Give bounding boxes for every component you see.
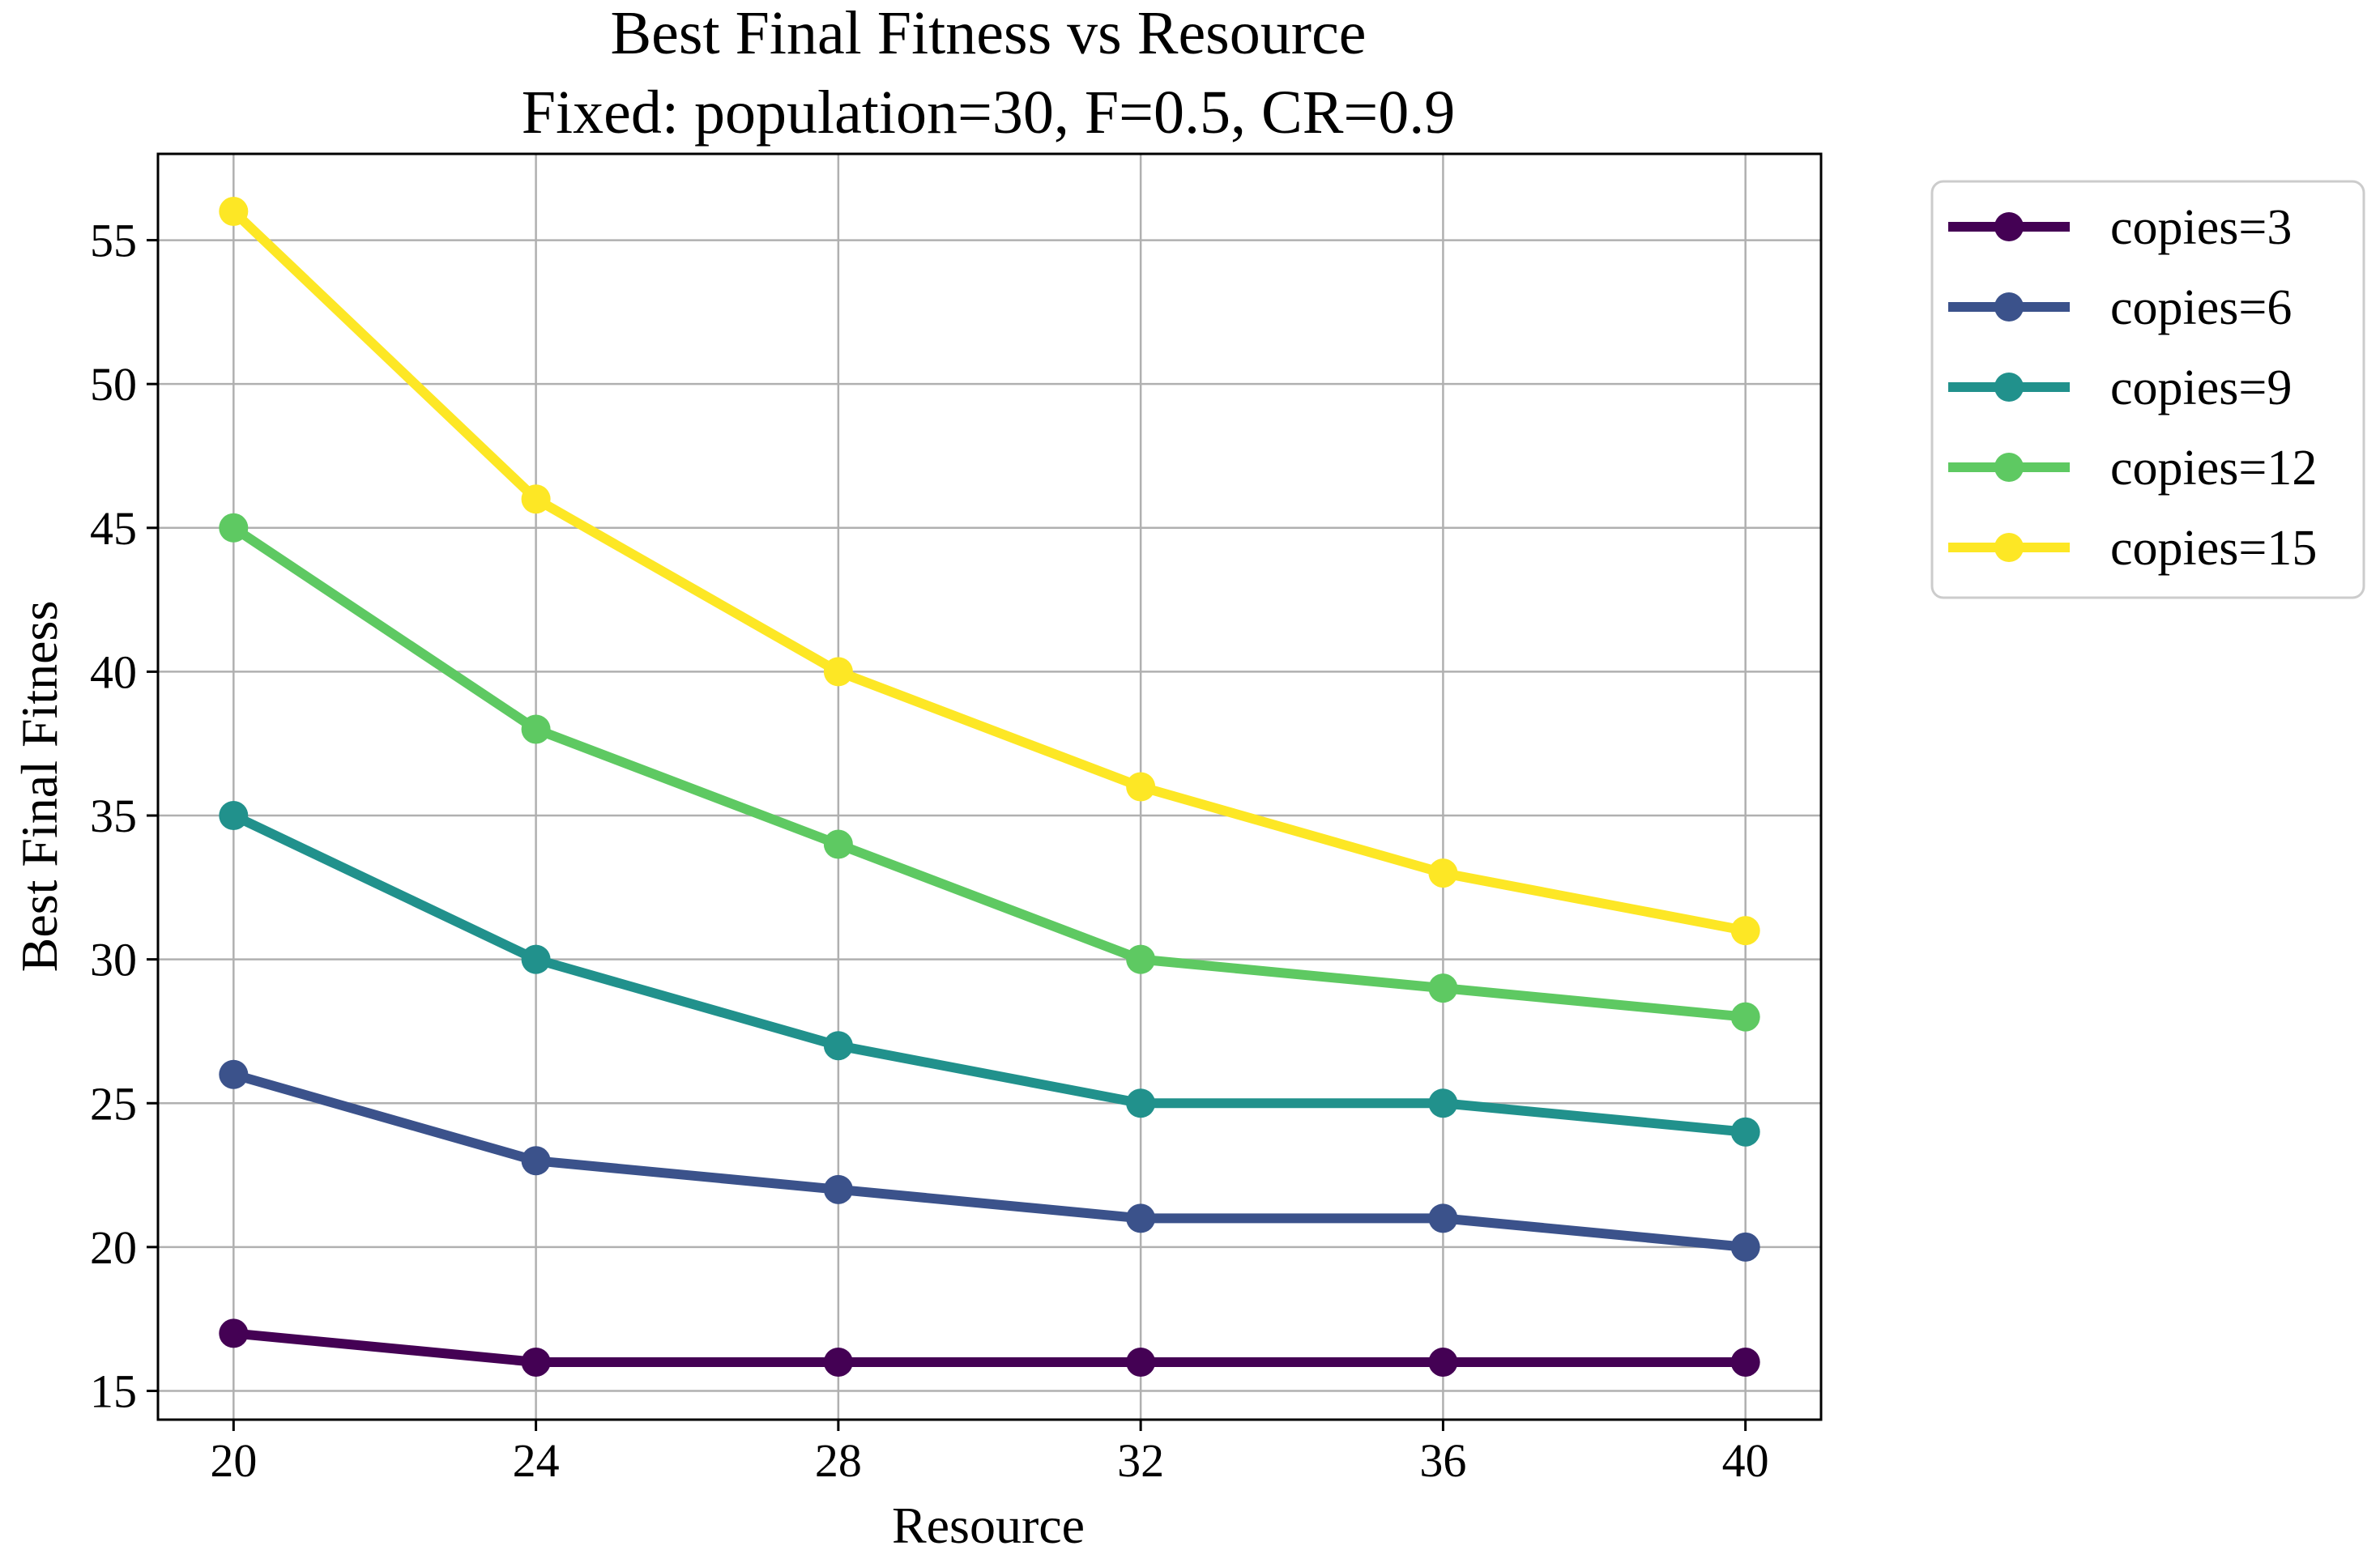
legend-marker-copies-9	[1994, 373, 2024, 402]
legend-marker-copies-3	[1994, 212, 2024, 241]
data-point-copies-15	[1126, 772, 1156, 802]
data-point-copies-12	[219, 513, 249, 543]
data-point-copies-12	[1428, 973, 1458, 1003]
data-point-copies-6	[1428, 1203, 1458, 1233]
series-line-copies-3	[228, 1328, 1751, 1367]
data-point-copies-9	[521, 944, 551, 974]
x-tick-label: 28	[815, 1434, 862, 1487]
data-point-copies-15	[1730, 916, 1760, 946]
data-point-copies-9	[1428, 1088, 1458, 1118]
legend-item-copies-6: copies=6	[1948, 280, 2292, 335]
legend-item-copies-15: copies=15	[1948, 521, 2317, 576]
data-point-copies-15	[521, 484, 551, 514]
data-point-copies-15	[823, 657, 853, 687]
data-point-copies-6	[1730, 1232, 1760, 1262]
legend-label-copies-15: copies=15	[2110, 521, 2317, 576]
data-point-copies-15	[219, 197, 249, 227]
legend-marker-copies-12	[1994, 453, 2024, 482]
data-point-copies-3	[219, 1318, 249, 1348]
data-point-copies-15	[1428, 858, 1458, 888]
x-tick-label: 20	[210, 1434, 257, 1487]
y-axis-label: Best Final Fitness	[11, 601, 68, 973]
series-copies-9	[219, 801, 1760, 1147]
legend-item-copies-12: copies=12	[1948, 441, 2317, 496]
y-tick-label: 20	[90, 1221, 137, 1274]
data-point-copies-12	[1730, 1002, 1760, 1032]
grid-lines	[158, 154, 1821, 1420]
data-point-copies-3	[1730, 1347, 1760, 1377]
x-tick-label: 32	[1117, 1434, 1164, 1487]
x-tick-label: 24	[513, 1434, 560, 1487]
data-point-copies-3	[823, 1347, 853, 1377]
y-tick-label: 35	[90, 790, 137, 842]
data-point-copies-3	[1126, 1347, 1156, 1377]
y-tick-label: 30	[90, 934, 137, 986]
series-line-copies-12	[228, 522, 1751, 1022]
data-point-copies-6	[823, 1174, 853, 1204]
x-axis-label: Resource	[892, 1497, 1085, 1554]
y-tick-label: 55	[90, 215, 137, 267]
data-point-copies-9	[823, 1031, 853, 1061]
data-point-copies-12	[521, 714, 551, 744]
plot-area-frame	[156, 152, 1823, 1421]
axis-ticks: 20 24 28 32 36 40 15 20 25 30 35 40 45 50 55	[90, 215, 1769, 1487]
y-tick-label: 25	[90, 1077, 137, 1130]
data-point-copies-12	[1126, 944, 1156, 974]
y-tick-label: 50	[90, 358, 137, 411]
data-point-copies-9	[219, 801, 249, 831]
y-tick-label: 45	[90, 502, 137, 555]
data-point-copies-12	[823, 829, 853, 859]
data-point-copies-6	[521, 1146, 551, 1176]
series-copies-12	[219, 513, 1760, 1032]
data-point-copies-9	[1730, 1117, 1760, 1147]
legend-label-copies-3: copies=3	[2110, 200, 2292, 255]
series-line-copies-6	[228, 1069, 1751, 1252]
chart-title: Best Final Fitness vs Resource	[610, 0, 1366, 67]
x-tick-label: 36	[1419, 1434, 1466, 1487]
x-tick-label: 40	[1722, 1434, 1769, 1487]
data-point-copies-3	[521, 1347, 551, 1377]
legend-marker-copies-15	[1994, 533, 2024, 562]
legend-label-copies-6: copies=6	[2110, 280, 2292, 335]
series-line-copies-15	[228, 207, 1751, 936]
series-line-copies-9	[228, 811, 1751, 1137]
series-copies-3	[219, 1318, 1760, 1377]
data-point-copies-6	[1126, 1203, 1156, 1233]
data-point-copies-9	[1126, 1088, 1156, 1118]
data-point-copies-6	[219, 1059, 249, 1089]
legend-marker-copies-6	[1994, 292, 2024, 322]
legend-label-copies-9: copies=9	[2110, 360, 2292, 415]
legend: copies=3 copies=6 copies=9 copies=12 copies=…	[1930, 180, 2365, 599]
legend-item-copies-9: copies=9	[1948, 360, 2292, 415]
legend-label-copies-12: copies=12	[2110, 441, 2317, 496]
legend-frame	[1930, 180, 2365, 599]
legend-item-copies-3: copies=3	[1948, 200, 2292, 255]
series-group	[219, 197, 1760, 1377]
y-tick-label: 15	[90, 1365, 137, 1417]
y-tick-label: 40	[90, 645, 137, 698]
data-point-copies-3	[1428, 1347, 1458, 1377]
series-copies-15	[219, 197, 1760, 946]
series-copies-6	[219, 1059, 1760, 1262]
chart-subtitle: Fixed: population=30, F=0.5, CR=0.9	[522, 79, 1456, 147]
